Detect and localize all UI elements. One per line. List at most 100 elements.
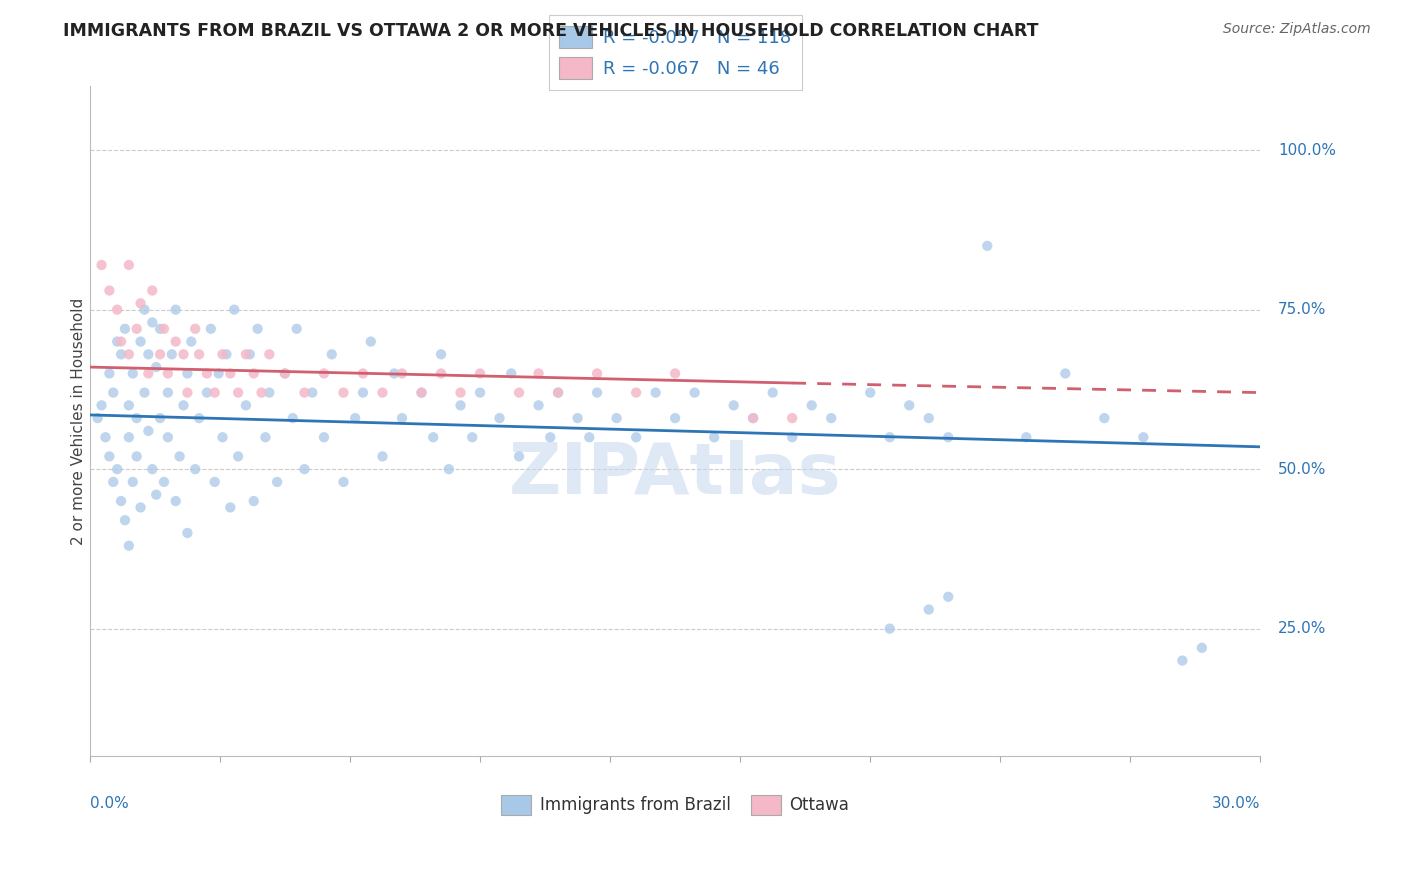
Point bbox=[936, 430, 959, 444]
Point bbox=[207, 367, 229, 381]
Point bbox=[153, 475, 176, 489]
Text: 100.0%: 100.0% bbox=[1278, 143, 1336, 158]
Point bbox=[242, 494, 264, 508]
Point bbox=[586, 385, 609, 400]
Point bbox=[266, 475, 288, 489]
Point bbox=[134, 302, 156, 317]
Point bbox=[156, 367, 179, 381]
Point bbox=[141, 462, 163, 476]
Point bbox=[391, 367, 413, 381]
Point bbox=[488, 411, 510, 425]
Point bbox=[114, 322, 136, 336]
Point bbox=[180, 334, 202, 349]
Point bbox=[110, 347, 132, 361]
Point bbox=[141, 315, 163, 329]
Point bbox=[274, 367, 297, 381]
Point bbox=[250, 385, 273, 400]
Point bbox=[121, 475, 143, 489]
Point bbox=[219, 500, 242, 515]
Text: 30.0%: 30.0% bbox=[1212, 797, 1260, 812]
Point bbox=[352, 367, 374, 381]
Point bbox=[138, 347, 160, 361]
Point bbox=[103, 385, 125, 400]
Point bbox=[211, 347, 233, 361]
Point bbox=[118, 347, 141, 361]
Point bbox=[664, 367, 686, 381]
Point bbox=[508, 385, 530, 400]
Point bbox=[898, 398, 921, 412]
Point bbox=[165, 302, 187, 317]
Point bbox=[859, 385, 882, 400]
Point bbox=[204, 385, 226, 400]
Point bbox=[200, 322, 222, 336]
Text: 75.0%: 75.0% bbox=[1278, 302, 1326, 318]
Point bbox=[703, 430, 725, 444]
Point bbox=[624, 430, 647, 444]
Point bbox=[114, 513, 136, 527]
Point bbox=[468, 385, 491, 400]
Point bbox=[149, 322, 172, 336]
Point bbox=[879, 430, 901, 444]
Point bbox=[239, 347, 262, 361]
Point bbox=[98, 450, 121, 464]
Legend: Immigrants from Brazil, Ottawa: Immigrants from Brazil, Ottawa bbox=[495, 788, 855, 822]
Point bbox=[1015, 430, 1038, 444]
Point bbox=[430, 367, 453, 381]
Point bbox=[184, 322, 207, 336]
Point bbox=[98, 367, 121, 381]
Point bbox=[294, 462, 316, 476]
Point bbox=[683, 385, 706, 400]
Point bbox=[173, 398, 195, 412]
Point bbox=[156, 430, 179, 444]
Point bbox=[188, 411, 211, 425]
Text: ZIPAtlas: ZIPAtlas bbox=[509, 441, 841, 509]
Point bbox=[780, 411, 803, 425]
Point bbox=[624, 385, 647, 400]
Point bbox=[129, 296, 152, 310]
Point bbox=[301, 385, 323, 400]
Point bbox=[125, 411, 148, 425]
Point bbox=[352, 385, 374, 400]
Point bbox=[274, 367, 297, 381]
Point bbox=[176, 367, 198, 381]
Y-axis label: 2 or more Vehicles in Household: 2 or more Vehicles in Household bbox=[72, 298, 86, 545]
Point bbox=[742, 411, 765, 425]
Point bbox=[527, 398, 550, 412]
Point bbox=[153, 322, 176, 336]
Point bbox=[125, 450, 148, 464]
Point bbox=[165, 334, 187, 349]
Point bbox=[578, 430, 600, 444]
Point bbox=[332, 385, 354, 400]
Point bbox=[129, 500, 152, 515]
Point bbox=[141, 284, 163, 298]
Point bbox=[94, 430, 117, 444]
Point bbox=[371, 450, 394, 464]
Point bbox=[254, 430, 277, 444]
Point bbox=[664, 411, 686, 425]
Point bbox=[312, 430, 335, 444]
Text: IMMIGRANTS FROM BRAZIL VS OTTAWA 2 OR MORE VEHICLES IN HOUSEHOLD CORRELATION CHA: IMMIGRANTS FROM BRAZIL VS OTTAWA 2 OR MO… bbox=[63, 22, 1039, 40]
Point bbox=[90, 258, 112, 272]
Point bbox=[165, 494, 187, 508]
Point bbox=[176, 525, 198, 540]
Point bbox=[332, 475, 354, 489]
Point bbox=[118, 398, 141, 412]
Point bbox=[149, 347, 172, 361]
Point bbox=[215, 347, 238, 361]
Point bbox=[508, 450, 530, 464]
Point bbox=[547, 385, 569, 400]
Point bbox=[110, 494, 132, 508]
Point bbox=[121, 367, 143, 381]
Point bbox=[90, 398, 112, 412]
Point bbox=[391, 411, 413, 425]
Point bbox=[246, 322, 269, 336]
Point bbox=[371, 385, 394, 400]
Point bbox=[226, 385, 249, 400]
Point bbox=[259, 347, 281, 361]
Point bbox=[204, 475, 226, 489]
Point bbox=[644, 385, 666, 400]
Point bbox=[145, 488, 167, 502]
Point bbox=[1171, 654, 1194, 668]
Point bbox=[169, 450, 191, 464]
Point bbox=[723, 398, 745, 412]
